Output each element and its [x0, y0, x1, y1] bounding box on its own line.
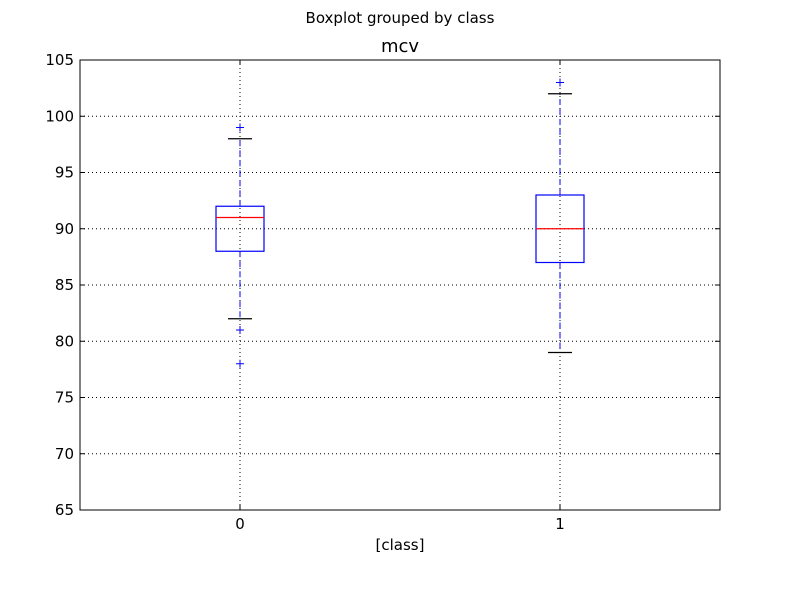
- y-tick-label: 90: [55, 220, 74, 238]
- y-tick-label: 80: [55, 332, 74, 350]
- y-tick-label: 95: [55, 164, 74, 182]
- y-tick-label: 100: [45, 107, 74, 125]
- box-group-0: [215, 123, 265, 368]
- iqr-box: [215, 205, 265, 252]
- y-tick-label: 75: [55, 389, 74, 407]
- axis-ticks: 65 70 75 80 85 90 95 100 105 0 1: [45, 51, 720, 533]
- y-tick-label: 65: [55, 501, 74, 519]
- chart-suptitle: Boxplot grouped by class: [306, 9, 495, 27]
- chart-title: mcv: [381, 36, 419, 57]
- x-tick-label: 1: [555, 515, 565, 533]
- outlier-marker: [556, 78, 564, 87]
- x-tick-label: 0: [235, 515, 245, 533]
- x-axis-label: [class]: [376, 536, 425, 554]
- box-group-1: [535, 78, 585, 354]
- y-tick-label: 85: [55, 276, 74, 294]
- y-tick-label: 70: [55, 445, 74, 463]
- outlier-marker: [236, 326, 244, 334]
- outlier-marker: [236, 123, 244, 132]
- box-series: [215, 78, 585, 368]
- y-tick-label: 105: [45, 51, 74, 69]
- outlier-marker: [236, 359, 244, 368]
